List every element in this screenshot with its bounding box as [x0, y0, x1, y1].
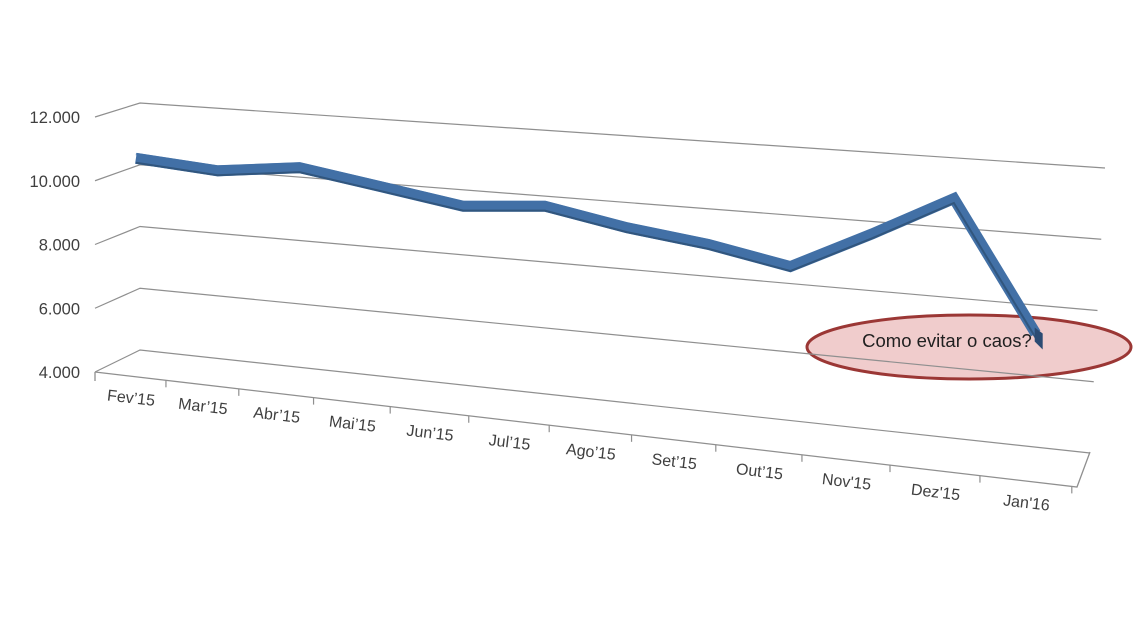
- x-axis-label: Abr’15: [252, 405, 301, 427]
- gridline: [94, 349, 1091, 454]
- x-axis-label: Out’15: [735, 461, 784, 483]
- gridline: [94, 287, 1094, 383]
- gridline: [94, 164, 1102, 240]
- series-ribbon-highlight: [135, 152, 1037, 330]
- y-axis-label: 4.000: [39, 364, 80, 382]
- x-axis-label: Jun’15: [406, 423, 455, 445]
- y-axis-label: 8.000: [39, 237, 80, 255]
- category-axis: [94, 371, 1091, 488]
- series-ribbon-end-cap: [1034, 327, 1043, 350]
- x-axis-label: Mar’15: [177, 396, 228, 419]
- x-axis-label: Fev’15: [106, 387, 156, 409]
- x-axis-label: Ago’15: [565, 441, 617, 464]
- gridline: [94, 225, 1098, 312]
- y-axis-label: 6.000: [39, 300, 80, 318]
- series-ribbon-shadow: [135, 161, 1037, 339]
- series-ribbon: [135, 152, 1041, 337]
- gridline: [94, 102, 1106, 169]
- x-axis-label: Jan'16: [1002, 492, 1050, 514]
- x-axis-label: Dez'15: [910, 482, 961, 505]
- x-axis-label: Mai’15: [328, 413, 377, 435]
- x-axis-label: Set’15: [651, 451, 698, 473]
- annotation-text: Como evitar o caos?: [862, 330, 1032, 351]
- annotation-ellipse: [805, 313, 1133, 381]
- x-axis-label: Nov'15: [821, 471, 872, 494]
- x-axis-label: Jul’15: [488, 432, 532, 454]
- y-axis-label: 10.000: [30, 173, 80, 191]
- y-axis-label: 12.000: [30, 109, 80, 127]
